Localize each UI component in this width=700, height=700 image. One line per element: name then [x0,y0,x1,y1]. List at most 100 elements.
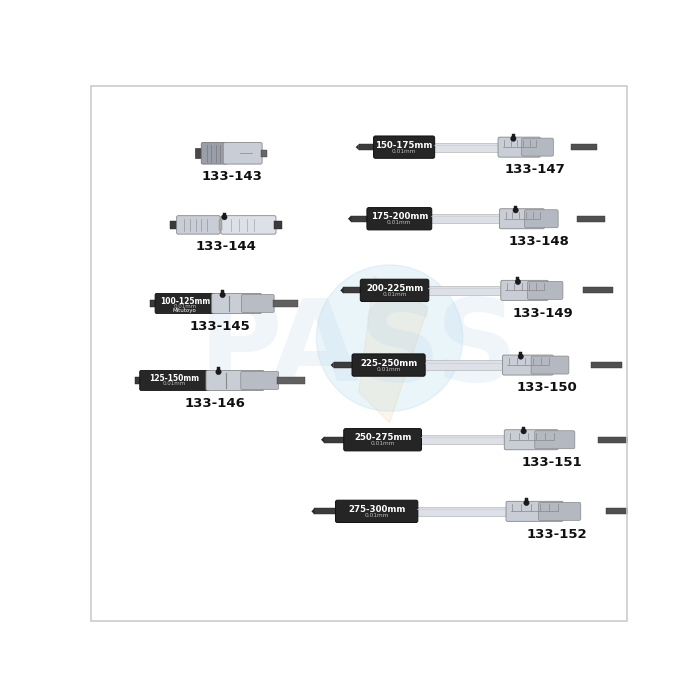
Bar [591,362,622,368]
Polygon shape [358,276,428,423]
FancyBboxPatch shape [202,143,228,164]
Text: 133-144: 133-144 [196,240,257,253]
Text: 175-200mm: 175-200mm [370,212,428,221]
FancyBboxPatch shape [500,281,548,300]
Bar [424,360,504,370]
Text: 133-150: 133-150 [517,382,577,394]
Bar [433,143,500,152]
Text: 0.01mm: 0.01mm [174,304,197,309]
Bar [260,150,267,157]
Text: 0.01mm: 0.01mm [387,220,412,225]
Text: 133-151: 133-151 [522,456,582,469]
Polygon shape [356,144,358,150]
Bar [344,287,362,293]
Bar [514,206,517,210]
FancyBboxPatch shape [528,281,563,300]
Circle shape [521,428,526,434]
FancyBboxPatch shape [223,143,262,164]
FancyBboxPatch shape [535,430,575,449]
FancyBboxPatch shape [506,501,563,522]
Text: 100-125mm: 100-125mm [160,297,210,306]
Text: 225-250mm: 225-250mm [360,358,417,368]
Circle shape [222,214,227,220]
FancyBboxPatch shape [499,209,545,229]
FancyBboxPatch shape [335,500,418,522]
Bar [274,221,282,229]
FancyBboxPatch shape [374,136,435,158]
Bar [150,300,157,307]
FancyBboxPatch shape [155,293,215,314]
Bar [135,377,141,384]
Text: 0.01mm: 0.01mm [162,382,186,386]
Polygon shape [312,508,314,514]
Bar [427,286,503,295]
Bar [606,508,642,514]
Circle shape [515,279,521,285]
FancyBboxPatch shape [241,372,279,389]
Bar [578,216,606,222]
Text: 125-150mm: 125-150mm [149,374,199,383]
Circle shape [518,354,524,359]
Text: 133-146: 133-146 [185,397,246,410]
Bar [517,277,519,282]
Circle shape [316,265,463,412]
Bar [195,148,203,158]
FancyBboxPatch shape [498,137,540,157]
Text: 250-275mm: 250-275mm [354,433,412,442]
Text: 133-149: 133-149 [512,307,573,319]
Bar [430,214,501,223]
Text: 133-145: 133-145 [190,320,251,332]
FancyBboxPatch shape [221,216,276,234]
FancyBboxPatch shape [344,428,421,451]
Circle shape [524,500,529,505]
Bar [221,290,224,295]
Bar [358,144,375,150]
FancyBboxPatch shape [211,293,262,314]
Circle shape [513,208,518,213]
Text: Mitutoyo: Mitutoyo [173,308,197,313]
Text: 0.01mm: 0.01mm [377,367,401,372]
FancyBboxPatch shape [352,354,425,376]
Text: 0.01mm: 0.01mm [365,513,389,518]
Bar [351,216,369,222]
Text: PASS: PASS [199,294,519,405]
Bar [419,435,506,444]
Bar [512,134,515,139]
Bar [171,221,178,229]
FancyBboxPatch shape [522,138,554,156]
Polygon shape [340,287,344,293]
FancyBboxPatch shape [360,279,429,302]
Text: 0.01mm: 0.01mm [382,292,407,297]
FancyBboxPatch shape [140,370,209,391]
Text: 200-225mm: 200-225mm [366,284,424,293]
Bar [522,427,525,431]
Polygon shape [321,437,324,443]
Bar [416,507,507,516]
Bar [277,377,305,384]
Bar [525,498,528,503]
Bar [324,437,346,443]
Text: 133-148: 133-148 [509,235,570,248]
Bar [583,287,612,293]
Circle shape [511,136,516,141]
Polygon shape [348,216,351,222]
Bar [571,144,598,150]
Bar [223,213,226,217]
FancyBboxPatch shape [241,295,274,312]
FancyBboxPatch shape [206,370,264,391]
Bar [314,508,337,514]
Text: 0.01mm: 0.01mm [392,149,416,154]
FancyBboxPatch shape [367,208,432,230]
Bar [598,437,632,443]
Text: 133-152: 133-152 [526,528,587,540]
Text: 275-300mm: 275-300mm [348,505,405,514]
Bar [334,362,354,368]
FancyBboxPatch shape [531,356,569,374]
Circle shape [216,370,221,374]
Bar [272,300,298,307]
Text: 150-175mm: 150-175mm [375,141,433,150]
FancyBboxPatch shape [538,503,581,520]
FancyBboxPatch shape [524,210,558,228]
FancyBboxPatch shape [503,355,553,375]
Text: 133-147: 133-147 [505,163,566,176]
